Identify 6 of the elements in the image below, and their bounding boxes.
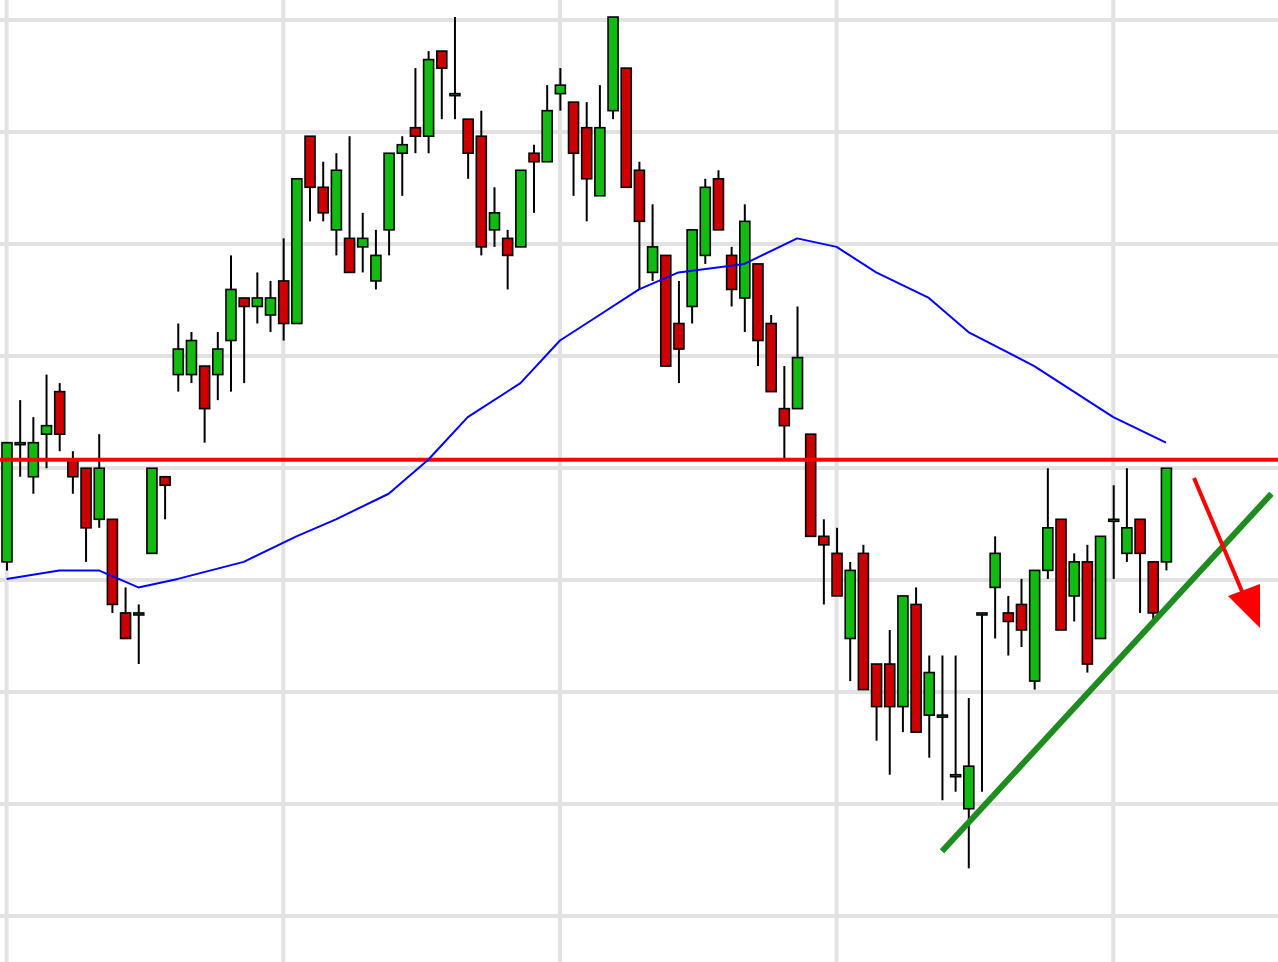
candlestick: [370, 228, 382, 291]
candlestick: [989, 535, 1001, 640]
candlestick: [449, 16, 461, 121]
candlestick: [554, 67, 567, 112]
candlestick: [1107, 484, 1120, 580]
candlestick: [976, 611, 988, 793]
